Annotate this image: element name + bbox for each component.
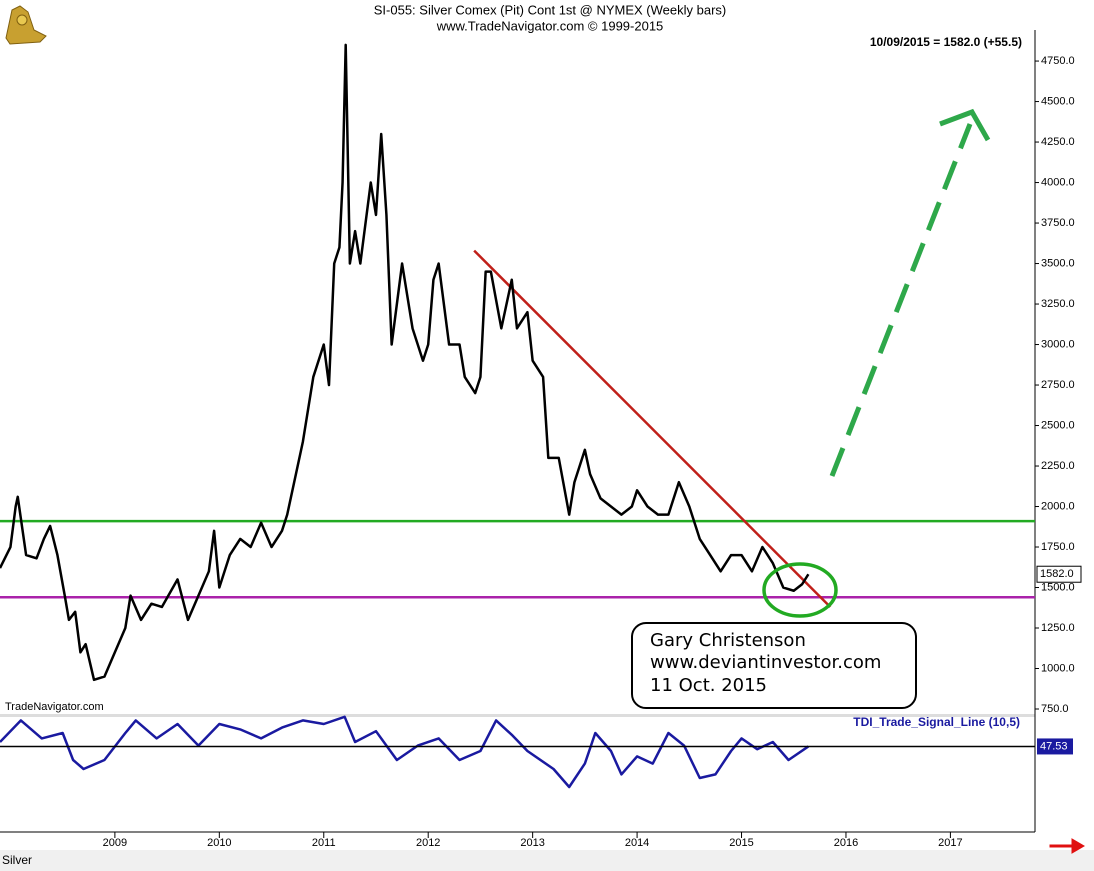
y-tick-label: 4000.0	[1041, 176, 1075, 188]
x-tick-label: 2010	[207, 837, 231, 849]
forecast-arrow	[829, 108, 991, 477]
status-bar	[0, 850, 1094, 871]
highlight-ellipse	[762, 562, 838, 618]
x-tick-label: 2012	[416, 837, 440, 849]
y-tick-label: 3000.0	[1041, 338, 1075, 350]
y-tick-label: 2000.0	[1041, 500, 1075, 512]
trend-line	[473, 249, 832, 608]
last-value-label: 47.53	[1040, 740, 1068, 752]
last-price-box	[1036, 565, 1082, 583]
y-tick-label: 4250.0	[1041, 136, 1075, 148]
x-tick-label: 2011	[312, 837, 336, 849]
chart-subtitle: www.TradeNavigator.com © 1999-2015	[436, 18, 664, 33]
legend-entry: TDI_Trade_Signal_Line (10,5)	[853, 715, 1020, 729]
last-price-label: 1582.0	[1040, 568, 1074, 580]
annotation-box	[631, 622, 917, 709]
y-tick-label: 1250.0	[1041, 622, 1075, 634]
x-tick-label: 2016	[834, 837, 858, 849]
y-tick-label: 2500.0	[1041, 419, 1075, 431]
x-tick-label: 2017	[938, 837, 962, 849]
y-tick-label: 750.0	[1041, 703, 1069, 715]
y-tick-label: 3500.0	[1041, 257, 1075, 269]
series-line	[0, 43, 810, 682]
series-line	[0, 715, 810, 789]
logo	[5, 5, 47, 45]
annotation-line: Gary Christenson	[650, 630, 806, 651]
y-tick-label: 3250.0	[1041, 298, 1075, 310]
scroll-arrow[interactable]	[1049, 838, 1085, 854]
panel-divider	[0, 714, 1035, 717]
y-tick-label: 4500.0	[1041, 95, 1075, 107]
y-tick-label: 1000.0	[1041, 662, 1075, 674]
x-tick-label: 2015	[729, 837, 753, 849]
y-tick-label: 1500.0	[1041, 581, 1075, 593]
x-tick-label: 2014	[625, 837, 649, 849]
x-tick-label: 2013	[520, 837, 544, 849]
instrument-label: Silver	[2, 853, 32, 867]
source-label: TradeNavigator.com	[5, 701, 104, 713]
y-tick-label: 2250.0	[1041, 460, 1075, 472]
y-tick-label: 1750.0	[1041, 541, 1075, 553]
last-quote: 10/09/2015 = 1582.0 (+55.5)	[870, 35, 1022, 49]
last-value-box	[1037, 738, 1073, 755]
y-tick-label: 4750.0	[1041, 55, 1075, 67]
y-tick-label: 2750.0	[1041, 379, 1075, 391]
x-tick-label: 2009	[103, 837, 127, 849]
y-tick-label: 3750.0	[1041, 217, 1075, 229]
chart-title: SI-055: Silver Comex (Pit) Cont 1st @ NY…	[374, 2, 727, 17]
annotation-line: www.deviantinvestor.com	[650, 652, 881, 673]
annotation-line: 11 Oct. 2015	[650, 675, 767, 696]
